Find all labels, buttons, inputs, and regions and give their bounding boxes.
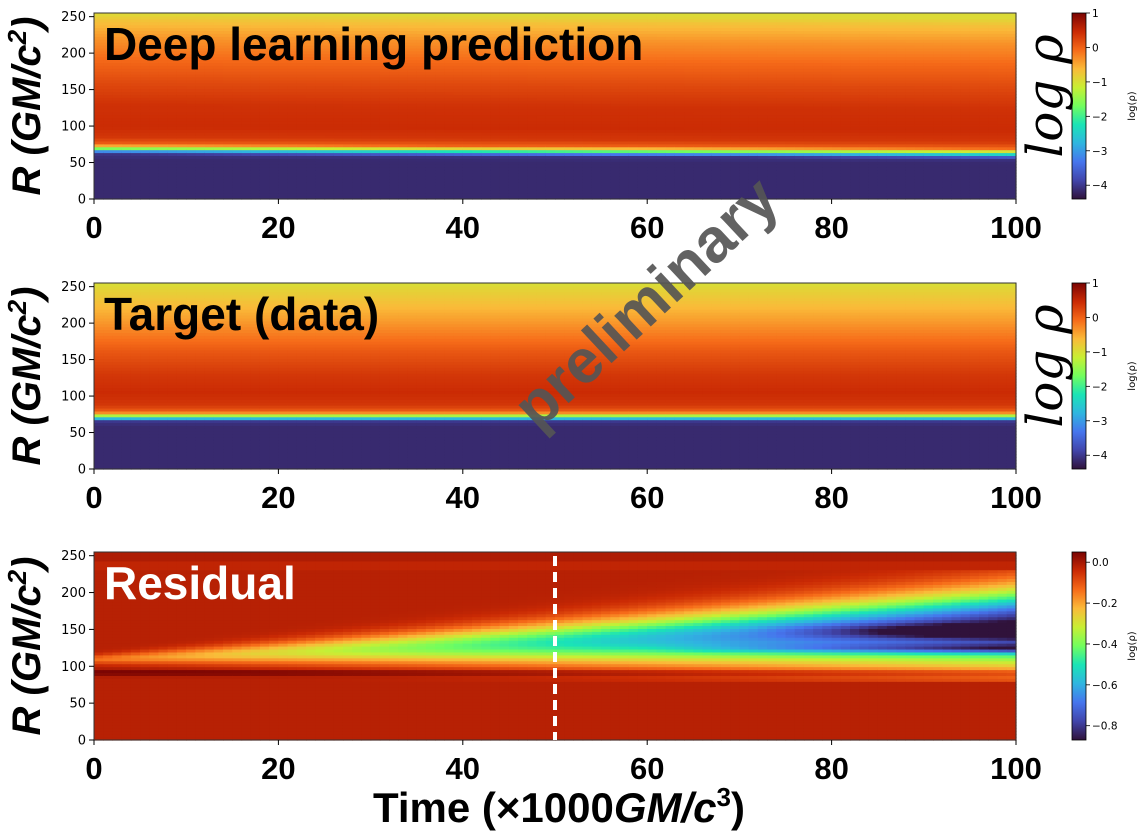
heatmap-cell — [195, 13, 205, 17]
heatmap-cell — [159, 13, 169, 17]
heatmap-cell — [721, 13, 731, 17]
heatmap-cell — [776, 13, 786, 17]
heatmap-cell — [703, 13, 713, 17]
heatmap-cell — [675, 13, 685, 17]
heatmap-cell — [334, 13, 344, 17]
heatmap-cell — [94, 13, 104, 17]
heatmap-cell — [112, 13, 122, 17]
heatmap-cell — [795, 13, 805, 17]
heatmap-cell — [149, 13, 159, 17]
heatmap-cell — [407, 13, 417, 17]
heatmap-cell — [131, 13, 141, 17]
heatmap-cell — [444, 13, 454, 17]
heatmap-cell — [315, 13, 325, 17]
heatmap-cell — [122, 13, 132, 17]
heatmap-cell — [417, 13, 427, 17]
heatmap-cell — [518, 13, 528, 17]
heatmap-cell — [564, 13, 574, 17]
heatmap-cell — [168, 13, 178, 17]
heatmap-cell — [242, 13, 252, 17]
heatmap-cell — [278, 13, 288, 17]
heatmap-cell — [269, 13, 279, 17]
heatmap-cell — [260, 13, 270, 17]
heatmap-cell — [647, 13, 657, 17]
heatmap-cell — [426, 13, 436, 17]
heatmap-cell — [767, 13, 777, 17]
heatmap-cell — [601, 13, 611, 17]
heatmap-cell — [454, 13, 464, 17]
heatmap-cell — [500, 13, 510, 17]
heatmap-cell — [186, 13, 196, 17]
heatmap-cell — [730, 13, 740, 17]
heatmap-cell — [629, 13, 639, 17]
heatmap-cell — [140, 13, 150, 17]
heatmap-cell — [371, 13, 381, 17]
heatmap-cell — [620, 13, 630, 17]
heatmap-cell — [786, 13, 796, 17]
heatmap-cell — [739, 13, 749, 17]
heatmap-cell — [527, 13, 537, 17]
heatmap-cell — [546, 13, 556, 17]
heatmap-cell — [592, 13, 602, 17]
heatmap-cell — [352, 13, 362, 17]
heatmap-cell — [343, 13, 353, 17]
heatmap-cell — [205, 13, 215, 17]
heatmap-cell — [380, 13, 390, 17]
heatmap-cell — [656, 13, 666, 17]
heatmap-cell — [481, 13, 491, 17]
heatmap-cell — [555, 13, 565, 17]
heatmap-cell — [490, 13, 500, 17]
heatmap-cell — [684, 13, 694, 17]
heatmap-cell — [472, 13, 482, 17]
heatmap-cell — [232, 13, 242, 17]
heatmap-cell — [666, 13, 676, 17]
heatmap-cell — [583, 13, 593, 17]
heatmap-cell — [537, 13, 547, 17]
heatmap-cell — [177, 13, 187, 17]
heatmap-cell — [749, 13, 759, 17]
heatmap-cell — [463, 13, 473, 17]
heatmap-cell — [361, 13, 371, 17]
heatmap-cell — [389, 13, 399, 17]
heatmap-cell — [610, 13, 620, 17]
heatmap-cell — [638, 13, 648, 17]
heatmap-cell — [573, 13, 583, 17]
heatmap-cell — [804, 13, 814, 17]
heatmap-cell — [398, 13, 408, 17]
heatmap-cell — [251, 13, 261, 17]
heatmap-cell — [297, 13, 307, 17]
heatmap-cell — [758, 13, 768, 17]
heatmap-cell — [306, 13, 316, 17]
heatmap-cell — [712, 13, 722, 17]
heatmap-cell — [509, 13, 519, 17]
heatmap-cell — [223, 13, 233, 17]
heatmap-cell — [325, 13, 335, 17]
heatmap-cell — [288, 13, 298, 17]
heatmap-cell — [103, 13, 113, 17]
heatmap-cell — [214, 13, 224, 17]
heatmap-cell — [693, 13, 703, 17]
heatmap-cell — [435, 13, 445, 17]
